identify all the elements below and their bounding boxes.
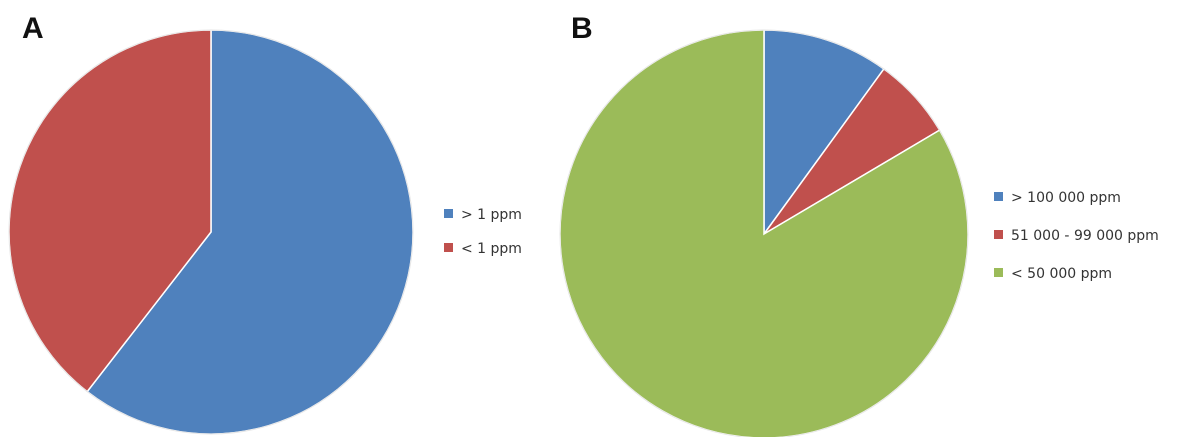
- pie-chart-b: B > 100 000 ppm 51 000 - 99 000 ppm < 50 0…: [559, 12, 1159, 437]
- pie-b-legend-swatch-3: [994, 268, 1003, 277]
- pie-b-legend: > 100 000 ppm 51 000 - 99 000 ppm < 50 000…: [994, 190, 1159, 282]
- panel-label-b: B: [571, 12, 593, 45]
- pie-a-legend-label-1: > 1 ppm: [461, 207, 522, 223]
- pie-b-outline: [559, 29, 969, 437]
- panel-label-a: A: [22, 12, 44, 45]
- pie-b-slices: [559, 29, 969, 437]
- pie-b-legend-swatch-2: [994, 230, 1003, 239]
- pie-b-legend-swatch-1: [994, 192, 1003, 201]
- pie-b-legend-label-3: < 50 000 ppm: [1011, 266, 1112, 282]
- pie-a-legend-swatch-1: [444, 209, 453, 218]
- pie-b-legend-label-2: 51 000 - 99 000 ppm: [1011, 228, 1159, 244]
- pie-chart-a: A > 1 ppm < 1 ppm: [8, 12, 522, 435]
- pie-a-outline: [8, 29, 414, 435]
- pie-a-legend-label-2: < 1 ppm: [461, 241, 522, 257]
- pie-a-legend: > 1 ppm < 1 ppm: [444, 207, 522, 257]
- pie-b-legend-label-1: > 100 000 ppm: [1011, 190, 1121, 206]
- pie-a-slices: [8, 29, 414, 435]
- pie-a-legend-swatch-2: [444, 243, 453, 252]
